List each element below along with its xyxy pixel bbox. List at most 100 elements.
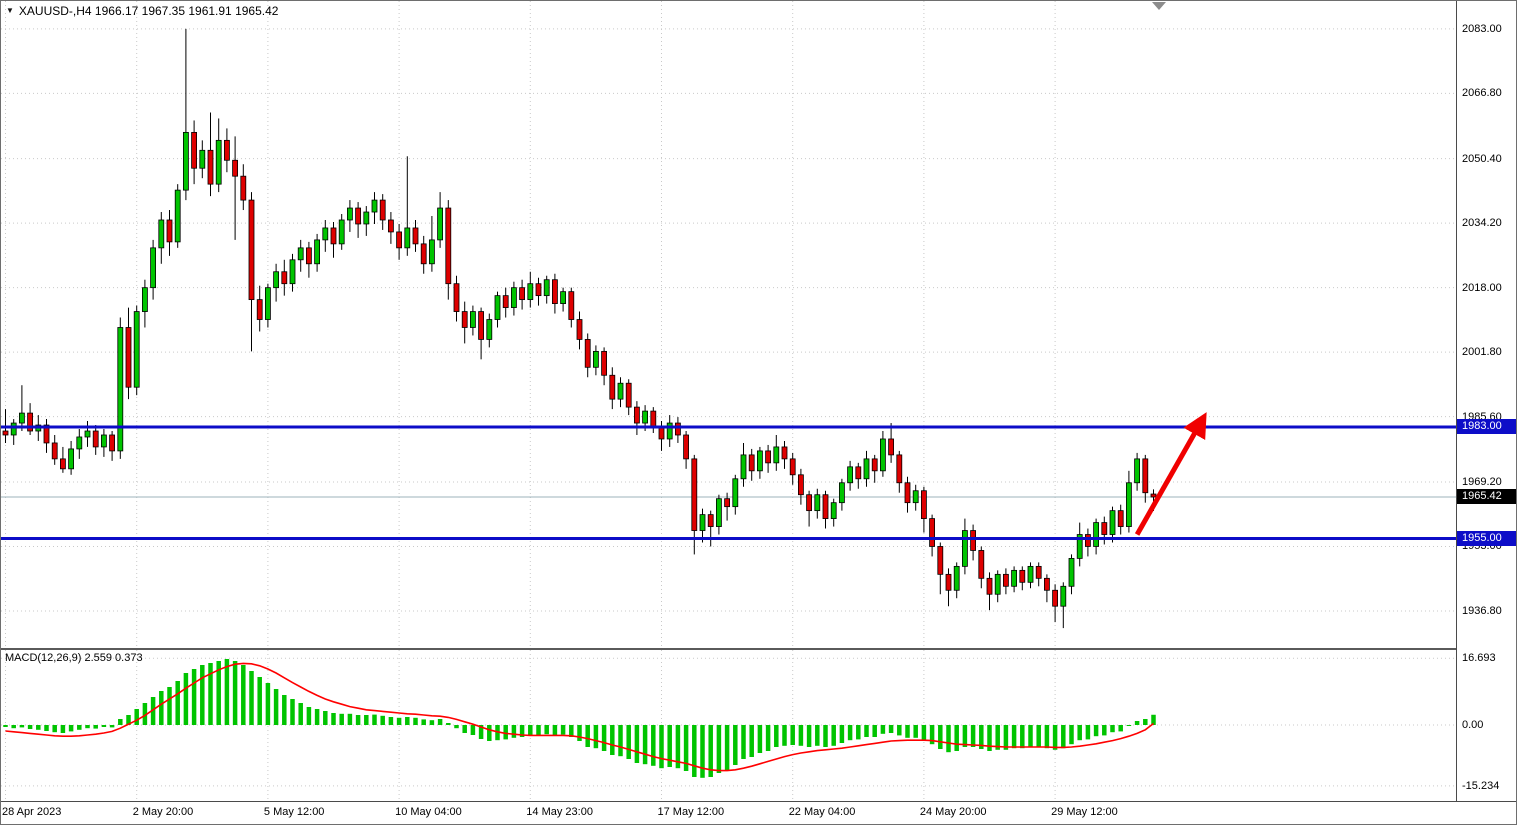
bear-candle-body <box>650 410 657 428</box>
bull-candle-body <box>617 382 624 400</box>
candle <box>141 279 148 328</box>
macd-histogram-bar <box>642 725 648 765</box>
candle <box>814 488 821 519</box>
macd-histogram-bar <box>249 671 254 725</box>
bull-candle-body <box>994 573 1001 595</box>
bear-candle-body <box>109 434 115 452</box>
macd-histogram-bar <box>954 725 959 751</box>
time-axis[interactable]: 28 Apr 2023 2 May 20:00 5 May 12:00 10 May … <box>1 801 1516 824</box>
bull-candle-body <box>814 494 821 512</box>
candle <box>929 514 935 557</box>
candle <box>355 202 362 238</box>
candle <box>199 140 206 179</box>
candle <box>379 194 386 230</box>
macd-histogram-bar <box>232 661 238 725</box>
macd-histogram-bar <box>667 725 672 767</box>
macd-panel[interactable] <box>1 650 1456 801</box>
bull-candle-body <box>469 311 476 328</box>
candle <box>420 235 427 274</box>
macd-histogram-bar <box>724 725 730 771</box>
current-price-badge: 1965.42 <box>1457 489 1516 505</box>
bear-candle-body <box>461 311 468 328</box>
time-tick-label: 5 May 12:00 <box>263 806 325 818</box>
candle <box>1019 566 1026 591</box>
macd-histogram-bar <box>798 725 804 746</box>
candle <box>830 498 837 527</box>
bear-candle-body <box>798 474 804 496</box>
candle <box>880 431 886 477</box>
bull-candle-body <box>1126 482 1132 527</box>
chart-shift-marker-icon[interactable] <box>1152 2 1166 10</box>
macd-histogram-bar <box>93 725 98 729</box>
bull-candle-body <box>732 478 739 508</box>
bear-candle-body <box>1044 577 1050 591</box>
bear-candle-body <box>92 430 99 448</box>
macd-histogram-bar <box>618 725 623 757</box>
macd-histogram-bar <box>306 707 312 725</box>
panel-separator[interactable] <box>1 648 1516 650</box>
macd-histogram-bar <box>601 725 607 751</box>
price-chart-panel[interactable] <box>1 1 1456 648</box>
candle <box>453 275 460 322</box>
trend-arrow[interactable] <box>1134 412 1207 536</box>
candle <box>166 210 173 256</box>
candle <box>117 317 124 459</box>
bear-candle-body <box>478 311 485 340</box>
candle <box>896 450 903 493</box>
symbol-ohlc-label: XAUUSD-,H4 1966.17 1967.35 1961.91 1965.… <box>18 4 279 18</box>
bull-candle-body <box>346 207 353 221</box>
macd-histogram-bar <box>191 669 197 725</box>
bull-candle-body <box>962 530 968 567</box>
candle <box>387 212 394 244</box>
macd-histogram-bar <box>929 725 935 745</box>
bear-candle-body <box>232 159 239 177</box>
macd-histogram-bar <box>1069 725 1074 745</box>
macd-histogram-bar <box>118 719 123 725</box>
bull-candle-body <box>314 239 321 265</box>
bear-candle-body <box>576 319 583 340</box>
candle <box>666 415 673 447</box>
chart-collapse-icon[interactable]: ▼ <box>6 6 14 15</box>
candle <box>519 279 525 310</box>
macd-histogram-bar <box>962 725 968 747</box>
bull-candle-body <box>486 319 493 340</box>
candle <box>757 446 763 479</box>
macd-histogram-bar <box>683 725 689 771</box>
macd-histogram-bar <box>60 725 66 733</box>
macd-histogram-bar <box>388 717 394 725</box>
bull-candle-body <box>84 430 91 438</box>
price-axis[interactable]: 2083.00 2066.80 2050.40 2034.20 2018.00 2001.… <box>1456 1 1516 801</box>
bull-candle-body <box>338 219 345 245</box>
bull-candle-body <box>560 291 566 304</box>
bull-candle-body <box>297 247 304 261</box>
bull-candle-body <box>117 327 124 452</box>
candle <box>912 484 919 511</box>
macd-histogram-bar <box>856 725 861 740</box>
macd-histogram-bar <box>142 703 148 725</box>
bull-candle-body <box>371 199 378 213</box>
candle <box>609 367 616 410</box>
bear-candle-body <box>281 271 288 285</box>
candle <box>634 401 640 435</box>
macd-histogram-bar <box>782 725 787 746</box>
macd-histogram-bar <box>314 709 320 725</box>
macd-histogram-bar <box>790 725 795 745</box>
macd-histogram-bar <box>913 725 918 738</box>
macd-histogram-bar <box>44 725 49 731</box>
candle <box>584 333 591 378</box>
macd-histogram-bar <box>282 695 287 725</box>
bull-candle-body <box>1068 558 1075 587</box>
candle <box>18 385 25 432</box>
bull-candle-body <box>264 287 271 320</box>
bear-candle-body <box>445 207 452 285</box>
bear-candle-body <box>535 283 542 297</box>
macd-histogram-bar <box>298 703 303 725</box>
bear-candle-body <box>240 175 247 201</box>
candle <box>223 128 230 173</box>
bull-candle-body <box>101 434 107 448</box>
grid-layer <box>1 1 1456 648</box>
candle <box>437 192 444 248</box>
candle <box>1085 528 1091 557</box>
candle <box>322 219 329 252</box>
bull-candle-body <box>880 438 886 472</box>
